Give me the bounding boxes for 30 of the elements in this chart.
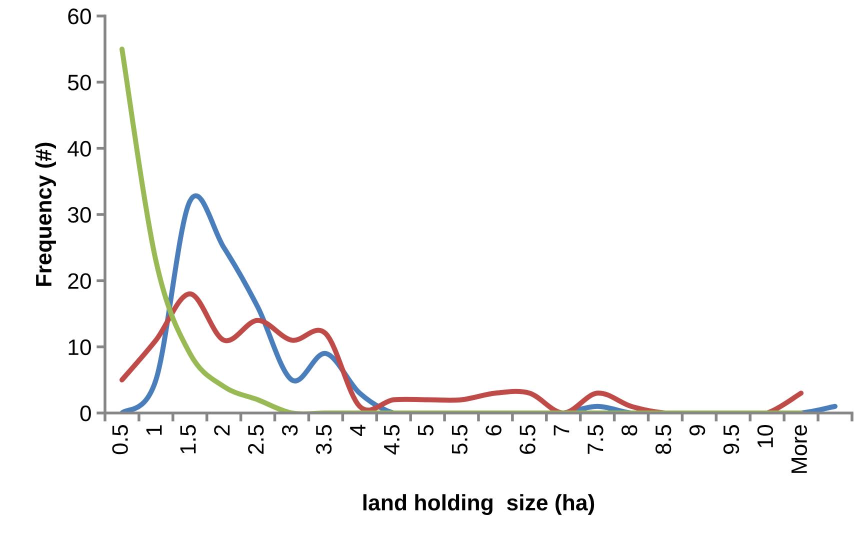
y-tick-label: 40 — [68, 140, 91, 157]
x-tick-label: 4 — [350, 424, 366, 436]
x-tick-label: 6.5 — [520, 425, 536, 454]
y-tick-label: 30 — [68, 207, 91, 223]
x-tick-label: 2 — [214, 425, 230, 436]
x-tick-label: 4.5 — [384, 425, 400, 454]
x-tick-label: 5.5 — [452, 425, 468, 454]
y-tick-label: 20 — [68, 273, 91, 289]
x-tick-label: 3 — [282, 425, 298, 436]
x-tick-label: 7 — [554, 425, 570, 436]
x-tick-label: 3.5 — [316, 425, 332, 454]
y-tick-label: 10 — [68, 339, 91, 356]
x-axis-title: land holding size (ha) — [363, 494, 594, 515]
x-tick-label: 1.5 — [180, 425, 196, 454]
x-tick-label: 9 — [689, 425, 706, 436]
y-tick-label: 50 — [68, 74, 91, 90]
y-tick-label: 60 — [68, 8, 91, 24]
x-tick-label: 7.5 — [588, 425, 604, 454]
y-axis-title: Frequency (#) — [35, 142, 56, 286]
x-tick-label: 10 — [757, 424, 774, 448]
x-tick-label: 2.5 — [248, 425, 264, 454]
x-tick-label: 0.5 — [112, 425, 128, 454]
x-tick-label: 8.5 — [655, 425, 672, 454]
y-tick-label: 0 — [80, 406, 91, 422]
x-tick-label: 6 — [486, 425, 502, 436]
x-tick-label: 1 — [146, 425, 162, 435]
x-tick-label: 9.5 — [723, 425, 740, 454]
x-tick-label: More — [792, 425, 808, 473]
x-tick-label: 5 — [418, 425, 434, 436]
x-tick-label: 8 — [622, 425, 638, 436]
